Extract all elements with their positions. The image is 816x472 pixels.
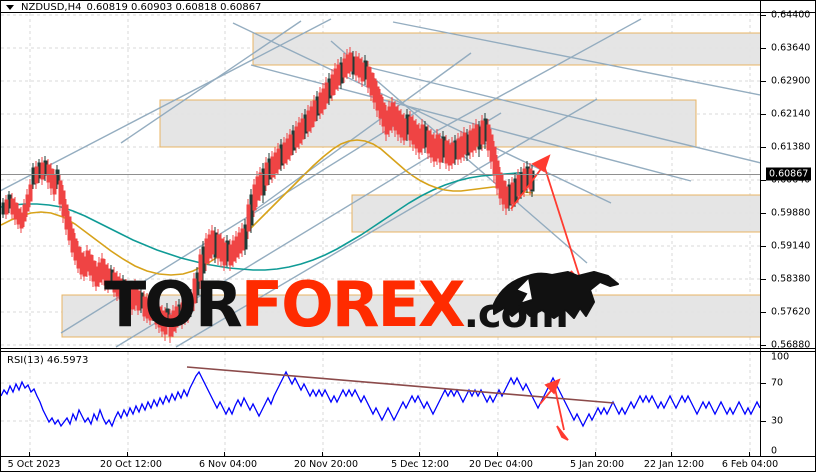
time-label-8: 6 Feb 04:00 bbox=[721, 459, 779, 470]
time-label-4: 5 Dec 12:00 bbox=[391, 459, 449, 470]
tick-mark bbox=[761, 48, 766, 49]
time-label-3: 20 Nov 20:00 bbox=[293, 459, 359, 470]
rsi-tick-3: 0 bbox=[771, 445, 778, 457]
rsi-label: RSI(13) 46.5973 bbox=[7, 355, 89, 366]
current-price-line bbox=[1, 174, 760, 175]
rsi-indicator-plot[interactable] bbox=[1, 352, 760, 456]
rsi-time-gridlines bbox=[29, 352, 751, 456]
tick-mark bbox=[761, 213, 766, 214]
forecast-arrow-up-shaft bbox=[510, 164, 545, 210]
time-gridlines bbox=[29, 13, 751, 348]
rsi-gridlines bbox=[1, 382, 760, 422]
tick-mark bbox=[761, 312, 766, 313]
rsi-tick-0: 100 bbox=[771, 351, 790, 363]
price-tick-4: 0.61380 bbox=[771, 141, 811, 153]
bottom-axis-divider bbox=[0, 456, 816, 457]
price-rsi-divider-top bbox=[0, 348, 816, 349]
time-label-2: 6 Nov 04:00 bbox=[198, 459, 258, 470]
price-tick-0: 0.64400 bbox=[771, 9, 811, 21]
time-label-6: 5 Jan 20:00 bbox=[569, 459, 625, 470]
current-price-tag: 0.60867 bbox=[766, 167, 812, 181]
time-tick-mark bbox=[127, 452, 128, 457]
tick-mark bbox=[761, 180, 766, 181]
price-axis[interactable]: 0.64400 0.63640 0.62900 0.62140 0.61380 … bbox=[761, 0, 816, 352]
time-label-0: 5 Oct 2023 bbox=[7, 459, 61, 470]
candlestick-series bbox=[1, 47, 535, 343]
rsi-arrow-down-shaft bbox=[553, 383, 565, 431]
triangle-down-icon[interactable] bbox=[6, 5, 14, 10]
price-tick-9: 0.57620 bbox=[771, 306, 811, 318]
price-tick-10: 0.56880 bbox=[771, 339, 811, 351]
rsi-axis[interactable]: 100 70 30 0 bbox=[761, 351, 816, 457]
tick-mark bbox=[761, 246, 766, 247]
time-label-7: 22 Jan 12:00 bbox=[643, 459, 705, 470]
rsi-tick-2: 30 bbox=[771, 415, 784, 427]
time-tick-mark bbox=[749, 452, 750, 457]
forecast-arrow-down-shaft bbox=[541, 158, 580, 276]
time-tick-mark bbox=[322, 452, 323, 457]
time-tick-mark bbox=[497, 452, 498, 457]
symbol-label: NZDUSD,H4 bbox=[21, 2, 82, 13]
rsi-line bbox=[1, 370, 760, 428]
price-tick-3: 0.62140 bbox=[771, 108, 811, 120]
price-rsi-divider-bottom bbox=[0, 351, 816, 352]
price-chart-plot[interactable] bbox=[1, 13, 760, 348]
price-tick-8: 0.58380 bbox=[771, 273, 811, 285]
time-tick-mark bbox=[595, 452, 596, 457]
price-tick-2: 0.62900 bbox=[771, 75, 811, 87]
time-tick-mark bbox=[224, 452, 225, 457]
price-tick-6: 0.59880 bbox=[771, 207, 811, 219]
supply-zone-1 bbox=[252, 32, 760, 66]
rsi-trendline bbox=[186, 366, 615, 404]
tick-mark bbox=[761, 147, 766, 148]
ma-slow-line bbox=[1, 171, 533, 271]
time-label-1: 20 Oct 12:00 bbox=[100, 459, 162, 470]
rsi-arrow-down-head bbox=[556, 425, 569, 441]
rsi-tick-1: 70 bbox=[771, 377, 784, 389]
ohlc-values: 0.60819 0.60903 0.60818 0.60867 bbox=[86, 2, 262, 13]
forecast-arrow-up-head bbox=[531, 154, 551, 173]
axis-separator bbox=[760, 0, 761, 456]
tick-mark bbox=[761, 345, 766, 346]
zone-rectangles bbox=[61, 32, 760, 338]
rsi-arrow-up-head bbox=[544, 378, 561, 395]
rsi-arrows bbox=[539, 378, 569, 441]
time-tick-mark bbox=[419, 452, 420, 457]
header-divider bbox=[0, 12, 816, 13]
price-tick-1: 0.63640 bbox=[771, 42, 811, 54]
tick-mark bbox=[761, 81, 766, 82]
chart-header: NZDUSD,H4 0.60819 0.60903 0.60818 0.6086… bbox=[6, 2, 261, 13]
tick-mark bbox=[761, 383, 766, 384]
ma-fast-line bbox=[1, 139, 534, 276]
tick-mark bbox=[761, 279, 766, 280]
tick-mark bbox=[761, 421, 766, 422]
time-tick-mark bbox=[671, 452, 672, 457]
price-tick-7: 0.59140 bbox=[771, 240, 811, 252]
time-tick-mark bbox=[29, 452, 30, 457]
tick-mark bbox=[761, 15, 766, 16]
tick-mark bbox=[761, 114, 766, 115]
time-label-5: 20 Dec 04:00 bbox=[469, 459, 533, 470]
